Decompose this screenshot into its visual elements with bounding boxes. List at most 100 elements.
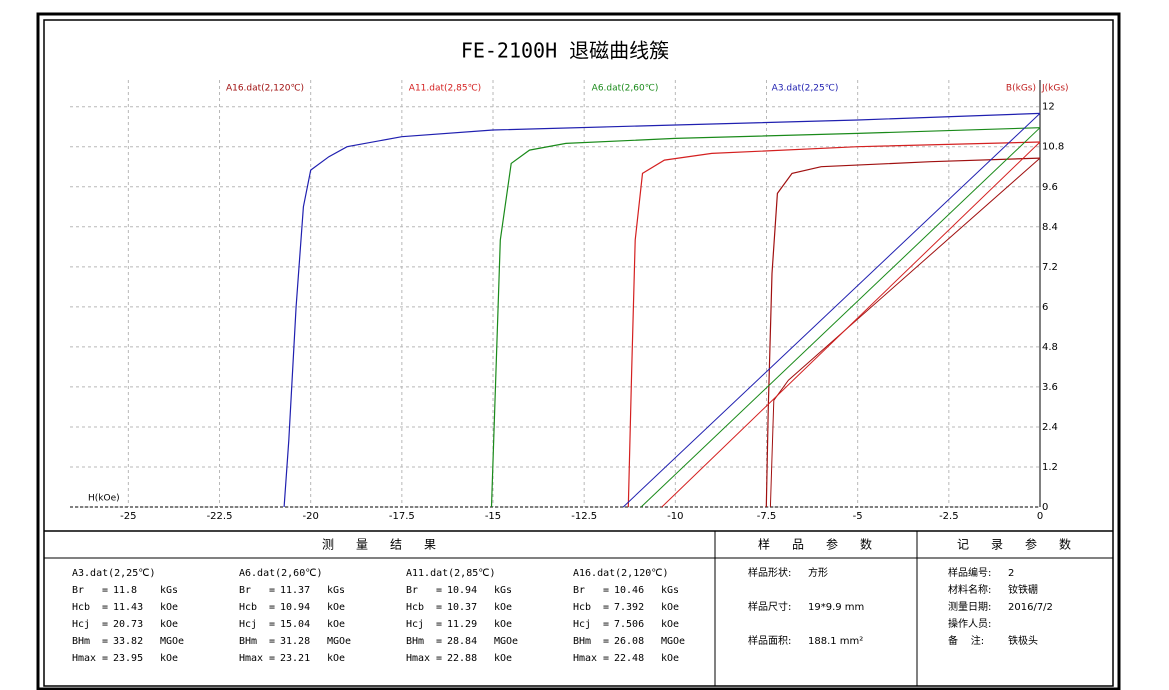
param-value: 11.43 <box>113 602 143 613</box>
y-tick-label: 9.6 <box>1042 182 1058 193</box>
param-equals: = <box>603 602 609 613</box>
param-equals: = <box>603 585 609 596</box>
y-tick-label: 0 <box>1042 502 1048 513</box>
sample-param-label: 样品尺寸: <box>748 600 791 613</box>
param-equals: = <box>436 653 442 664</box>
param-label: Br <box>406 585 418 596</box>
param-value: 10.46 <box>614 585 644 596</box>
sample-param-value: 19*9.9 mm <box>808 602 864 613</box>
param-equals: = <box>603 636 609 647</box>
x-tick-label: -25 <box>120 511 136 522</box>
param-value: 10.37 <box>447 602 477 613</box>
x-tick-label: -2.5 <box>939 511 959 522</box>
record-label: 备 注: <box>948 634 984 647</box>
param-unit: kOe <box>327 653 345 664</box>
param-label: BHm <box>573 636 591 647</box>
param-equals: = <box>603 619 609 630</box>
x-tick-label: -5 <box>853 511 863 522</box>
param-equals: = <box>436 602 442 613</box>
sample-name: A11.dat(2,85℃) <box>406 568 496 579</box>
param-equals: = <box>269 636 275 647</box>
x-tick-label: -12.5 <box>571 511 597 522</box>
record-label: 操作人员: <box>948 617 991 630</box>
param-unit: kOe <box>661 619 679 630</box>
param-value: 31.28 <box>280 636 310 647</box>
param-label: Br <box>239 585 251 596</box>
y-tick-label: 4.8 <box>1042 342 1058 353</box>
param-label: Hcb <box>72 602 90 613</box>
param-unit: kGs <box>661 585 679 596</box>
param-label: Hmax <box>72 653 96 664</box>
x-tick-label: -10 <box>667 511 683 522</box>
x-tick-label: -7.5 <box>757 511 777 522</box>
param-value: 26.08 <box>614 636 644 647</box>
y-tick-label: 1.2 <box>1042 462 1058 473</box>
j-curve <box>490 127 1041 508</box>
record-label: 样品编号: <box>948 566 991 579</box>
param-equals: = <box>269 585 275 596</box>
param-unit: kOe <box>494 619 512 630</box>
sample-name: A3.dat(2,25℃) <box>72 568 155 579</box>
j-curve <box>283 112 1041 508</box>
record-label: 材料名称: <box>948 583 991 596</box>
param-value: 28.84 <box>447 636 477 647</box>
param-label: Hmax <box>406 653 430 664</box>
param-label: Hcj <box>573 619 591 630</box>
param-value: 10.94 <box>280 602 310 613</box>
param-unit: kOe <box>494 653 512 664</box>
param-unit: MGOe <box>661 636 685 647</box>
param-unit: kGs <box>494 585 512 596</box>
param-label: Hcb <box>239 602 257 613</box>
param-value: 7.506 <box>614 619 644 630</box>
param-label: Hcj <box>239 619 257 630</box>
param-value: 15.04 <box>280 619 310 630</box>
y-tick-label: 2.4 <box>1042 422 1058 433</box>
param-value: 11.37 <box>280 585 310 596</box>
param-label: BHm <box>72 636 90 647</box>
param-equals: = <box>102 619 108 630</box>
param-value: 22.88 <box>447 653 477 664</box>
y-tick-label: 12 <box>1042 102 1055 113</box>
param-value: 10.94 <box>447 585 477 596</box>
legend-label: A3.dat(2,25℃) <box>772 84 839 94</box>
param-unit: kOe <box>661 602 679 613</box>
param-equals: = <box>436 636 442 647</box>
x-tick-label: -15 <box>485 511 501 522</box>
x-axis-label: H(kOe) <box>88 494 120 504</box>
x-tick-label: -17.5 <box>389 511 415 522</box>
param-equals: = <box>603 653 609 664</box>
param-equals: = <box>102 602 108 613</box>
param-unit: kOe <box>327 619 345 630</box>
y-tick-label: 7.2 <box>1042 262 1058 273</box>
record-value: 钕铁硼 <box>1008 583 1038 596</box>
b-curve <box>769 157 1041 508</box>
param-unit: kOe <box>661 653 679 664</box>
sample-param-label: 样品形状: <box>748 566 791 579</box>
param-label: BHm <box>406 636 424 647</box>
b-curve <box>661 141 1041 508</box>
param-equals: = <box>269 653 275 664</box>
param-unit: MGOe <box>327 636 351 647</box>
param-label: Hcb <box>573 602 591 613</box>
sample-param-value: 188.1 mm² <box>808 636 863 647</box>
b-curve <box>622 113 1041 508</box>
param-label: Br <box>72 585 84 596</box>
param-label: Hcj <box>72 619 90 630</box>
sample-name: A16.dat(2,120℃) <box>573 568 669 579</box>
param-value: 20.73 <box>113 619 143 630</box>
chart-title: FE-2100H 退磁曲线簇 <box>461 39 669 63</box>
param-unit: kGs <box>160 585 178 596</box>
y-tick-label: 6 <box>1042 302 1048 313</box>
param-equals: = <box>436 619 442 630</box>
param-value: 33.82 <box>113 636 143 647</box>
sample-param-label: 样品面积: <box>748 634 791 647</box>
j-curve <box>765 157 1041 508</box>
param-equals: = <box>269 602 275 613</box>
inner-border <box>43 19 1114 687</box>
param-value: 7.392 <box>614 602 644 613</box>
y-axis-label: B(kGs) <box>1006 84 1036 94</box>
param-label: Hmax <box>239 653 263 664</box>
param-value: 23.21 <box>280 653 310 664</box>
param-label: Hcj <box>406 619 424 630</box>
sample-param-value: 方形 <box>808 566 828 579</box>
